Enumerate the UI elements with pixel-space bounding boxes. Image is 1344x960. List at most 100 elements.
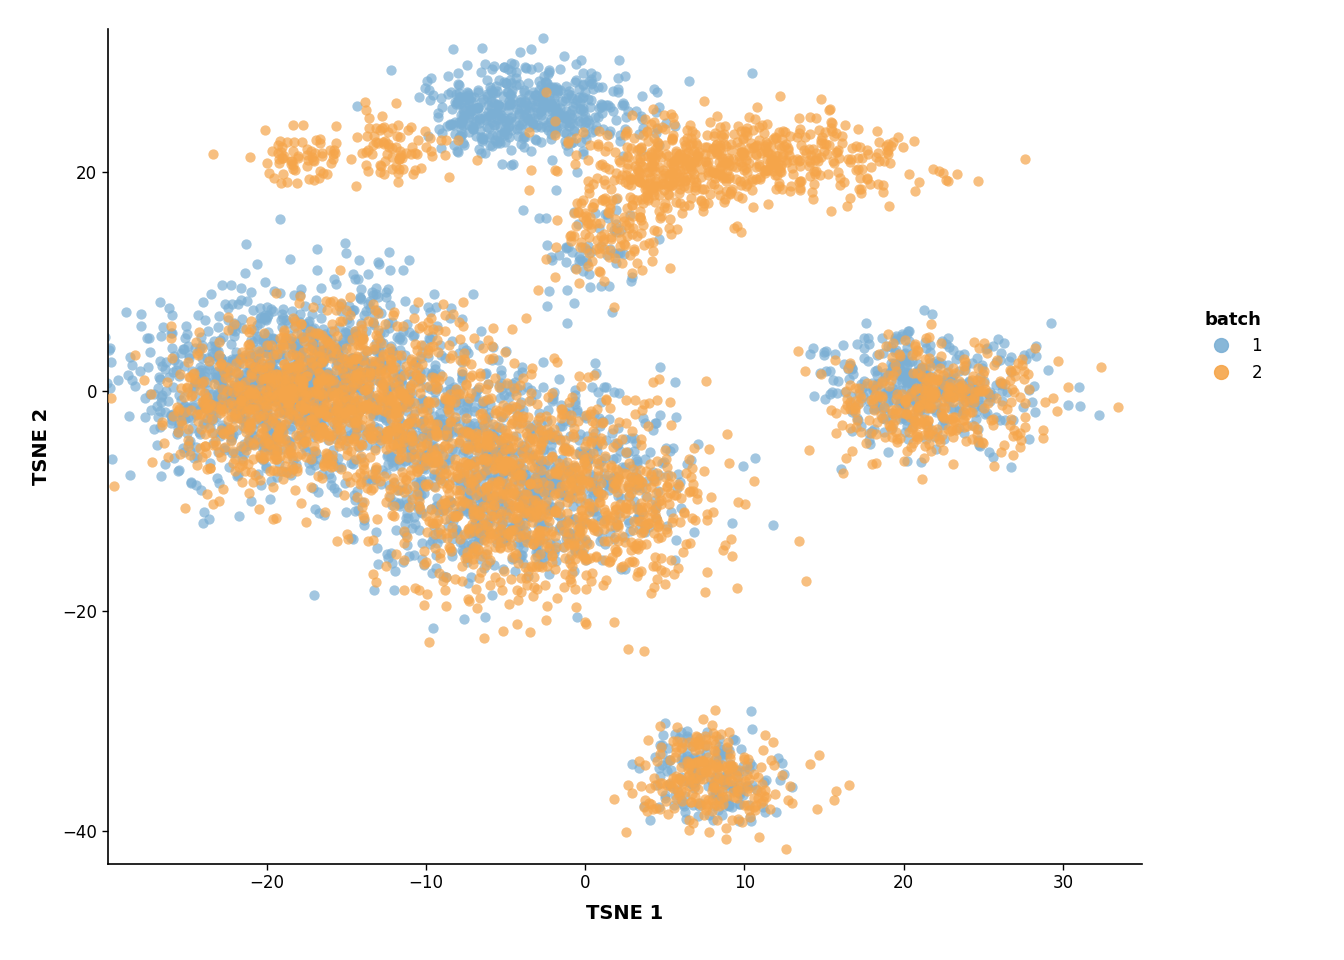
Point (238, 420, 259, 435)
Point (652, 756, 673, 772)
Point (356, 364, 378, 379)
Point (534, 468, 555, 484)
Point (526, 104, 547, 119)
Point (431, 125, 453, 140)
Point (212, 379, 234, 395)
Point (458, 107, 480, 122)
Point (296, 381, 317, 396)
Point (933, 379, 954, 395)
Point (257, 358, 278, 373)
Point (470, 94, 492, 109)
Point (269, 285, 290, 300)
Point (598, 204, 620, 220)
Point (290, 288, 312, 303)
Point (769, 137, 790, 153)
Point (309, 366, 331, 381)
Point (500, 110, 521, 126)
Point (790, 174, 812, 189)
Point (340, 443, 362, 458)
Point (258, 440, 280, 455)
Point (680, 158, 702, 174)
Point (284, 318, 305, 333)
Point (630, 778, 652, 793)
Point (521, 430, 543, 445)
Point (906, 393, 927, 408)
Point (513, 506, 535, 521)
Point (331, 303, 352, 319)
Point (423, 461, 445, 476)
Point (401, 147, 422, 162)
Point (607, 414, 629, 429)
Point (355, 156, 376, 172)
Point (839, 155, 860, 170)
Point (832, 129, 853, 144)
Point (168, 463, 190, 478)
Point (273, 389, 294, 404)
Point (919, 369, 941, 384)
Point (422, 442, 444, 457)
Point (933, 413, 954, 428)
Point (358, 110, 379, 126)
Point (564, 57, 586, 72)
Point (444, 571, 465, 587)
Point (473, 631, 495, 646)
Point (392, 554, 414, 569)
Point (281, 439, 302, 454)
Point (319, 389, 340, 404)
Point (418, 401, 439, 417)
Point (360, 400, 382, 416)
Point (898, 431, 919, 446)
Point (484, 132, 505, 148)
Point (446, 525, 468, 540)
Point (460, 456, 481, 471)
Point (526, 548, 547, 564)
Point (700, 792, 722, 807)
Point (319, 448, 340, 464)
Point (624, 444, 645, 459)
Point (669, 783, 691, 799)
Point (312, 400, 333, 416)
Point (503, 432, 524, 447)
Point (914, 373, 935, 389)
Point (629, 164, 650, 180)
Point (586, 438, 607, 453)
Point (636, 164, 657, 180)
Point (517, 112, 539, 128)
Point (500, 55, 521, 70)
Point (556, 490, 578, 505)
Point (395, 453, 417, 468)
Point (94, 329, 116, 345)
Point (329, 298, 351, 313)
Point (609, 238, 630, 253)
Point (238, 415, 259, 430)
Point (380, 449, 402, 465)
Point (435, 392, 457, 407)
Point (499, 503, 520, 518)
Point (699, 825, 720, 840)
Point (706, 108, 727, 123)
Point (492, 437, 513, 452)
Point (411, 420, 433, 435)
Point (414, 476, 435, 492)
Point (239, 432, 261, 447)
Point (297, 413, 319, 428)
Point (312, 424, 333, 440)
Point (969, 373, 991, 389)
Point (320, 477, 341, 492)
Point (335, 369, 356, 384)
Point (500, 523, 521, 539)
Point (349, 420, 371, 435)
Point (853, 330, 875, 346)
Point (469, 502, 491, 517)
Point (930, 360, 952, 375)
Point (374, 136, 395, 152)
Point (961, 431, 982, 446)
Point (456, 550, 477, 565)
Point (921, 444, 942, 459)
Point (325, 353, 347, 369)
Point (457, 549, 478, 564)
Point (555, 79, 577, 94)
Point (606, 192, 628, 207)
Point (263, 350, 285, 366)
Point (610, 167, 632, 182)
